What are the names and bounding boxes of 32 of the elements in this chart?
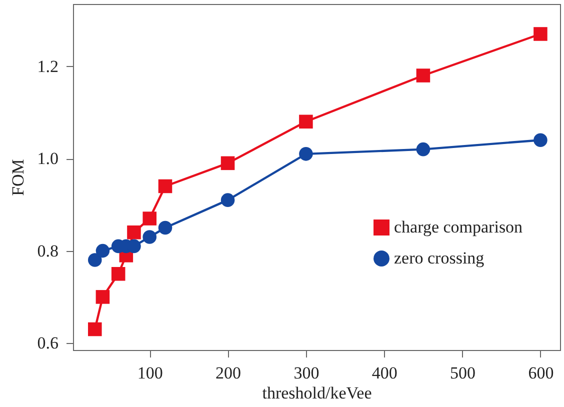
x-tick-label: 500 bbox=[450, 364, 476, 382]
x-tick-label: 400 bbox=[372, 364, 398, 382]
x-axis-title: threshold/keVee bbox=[262, 384, 372, 402]
point bbox=[142, 230, 156, 244]
x-tick-label: 600 bbox=[528, 364, 554, 382]
point bbox=[127, 225, 141, 240]
point bbox=[88, 322, 102, 336]
point bbox=[220, 193, 235, 207]
legend-label: zero crossing bbox=[394, 248, 485, 268]
point bbox=[534, 133, 548, 147]
point bbox=[96, 290, 110, 304]
y-tick-label: 0.8 bbox=[37, 241, 58, 260]
point bbox=[299, 114, 313, 129]
point bbox=[88, 253, 102, 267]
point bbox=[158, 179, 172, 194]
y-axis-title: FOM bbox=[8, 159, 28, 196]
point bbox=[416, 68, 430, 82]
point bbox=[220, 156, 235, 170]
y-tick-label: 1.2 bbox=[37, 56, 58, 76]
point bbox=[534, 27, 548, 41]
point bbox=[299, 147, 313, 161]
y-tick-label: 1.0 bbox=[37, 149, 58, 168]
x-tick-label: 300 bbox=[294, 364, 320, 382]
y-tick-label: 0.6 bbox=[37, 334, 58, 353]
point bbox=[111, 266, 126, 281]
point bbox=[142, 212, 156, 226]
x-tick-label: 200 bbox=[216, 364, 242, 382]
x-tick-label: 100 bbox=[137, 364, 163, 382]
point bbox=[158, 220, 172, 235]
point bbox=[96, 244, 110, 258]
legend-label: charge comparison bbox=[394, 218, 524, 236]
point bbox=[416, 142, 430, 156]
